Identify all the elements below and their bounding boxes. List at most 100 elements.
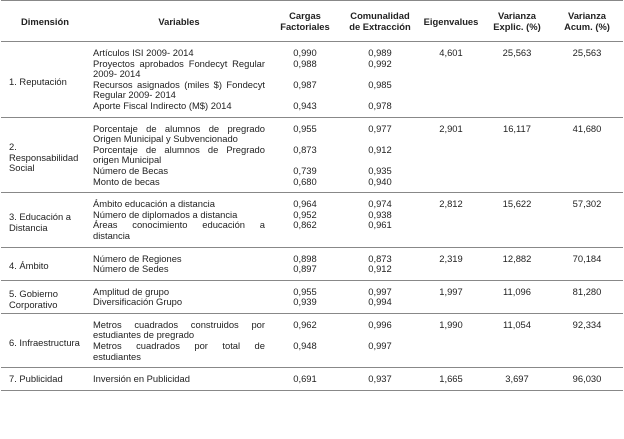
variable: Número de Becas	[93, 164, 169, 176]
cumulative: 57,302	[572, 198, 602, 210]
communality: 0,992	[368, 57, 392, 69]
communality: 0,997	[368, 340, 392, 352]
communality: 0,994	[368, 296, 392, 308]
variable: Porcentaje de alumnos de Pregrado origen…	[93, 143, 265, 166]
variable-row: Número de Becas 0,739 0,935	[1, 164, 623, 177]
variable-row: Monto de becas 0,680 0,940	[1, 175, 623, 193]
loading: 0,739	[293, 164, 317, 176]
eigenvalue: 2,812	[439, 198, 463, 210]
column-header: Variables	[89, 0, 269, 42]
dimension: 7. Publicidad	[9, 373, 63, 385]
communality: 0,935	[368, 164, 392, 176]
eigenvalue: 2,319	[439, 252, 463, 264]
communality: 0,940	[368, 175, 392, 187]
communality: 0,977	[368, 122, 392, 134]
variable-row: 3. Educación a Distancia Ámbito educación…	[1, 193, 623, 232]
dimension: 2. Responsabilidad Social	[9, 140, 79, 174]
loading: 0,988	[293, 57, 317, 69]
dimension: 6. Infraestructura	[9, 337, 80, 349]
dimension-group: 2. Responsabilidad Social Porcentaje de a…	[1, 117, 623, 193]
communality: 0,974	[368, 198, 392, 210]
variance: 3,697	[505, 373, 529, 385]
variable-row: Número de diplomados a distancia 0,952 0,9…	[1, 208, 623, 221]
variable: Número de Sedes	[93, 263, 169, 275]
communality: 0,978	[368, 99, 392, 111]
variable-row: 6. Infraestructura Metros cuadrados const…	[1, 313, 623, 348]
loading: 0,939	[293, 296, 317, 308]
variable: Proyectos aprobados Fondecyt Regular 200…	[93, 57, 265, 80]
variable: Diversificación Grupo	[93, 296, 183, 308]
dimension-group: 1. Reputación Artículos ISI 2009- 2014 0,9…	[1, 42, 623, 118]
dimension: 5. Gobierno Corporativo	[9, 288, 58, 310]
variable-row: Proyectos aprobados Fondecyt Regular 200…	[1, 57, 623, 80]
dimension: 3. Educación a Distancia	[9, 211, 72, 233]
dimension-group: 4. Ámbito Número de Regiones 0,898 0,873 2,3…	[1, 247, 623, 281]
cumulative: 25,563	[572, 47, 602, 58]
dimension: 1. Reputación	[9, 75, 67, 87]
loading: 0,955	[293, 285, 317, 297]
variable-row: 4. Ámbito Número de Regiones 0,898 0,873 2,3…	[1, 247, 623, 271]
loading: 0,897	[293, 263, 317, 275]
eigenvalue: 2,901	[439, 122, 463, 134]
variable-row: Recursos asignados (miles $) Fondecyt Re…	[1, 78, 623, 101]
variable: Inversión en Publicidad	[93, 373, 190, 385]
variable-row: Aporte Fiscal Indirecto (M$) 2014 0,943 0,…	[1, 99, 623, 117]
dimension-group: 6. Infraestructura Metros cuadrados const…	[1, 313, 623, 368]
variable-row: Áreas conocimiento educación a distancia…	[1, 220, 623, 247]
variable-row: Número de Sedes 0,897 0,912	[1, 263, 623, 280]
variable: Áreas conocimiento educación a distancia	[93, 219, 265, 241]
loading: 0,987	[293, 78, 317, 90]
communality: 0,997	[368, 285, 392, 297]
loading: 0,964	[293, 198, 317, 210]
loading: 0,680	[293, 175, 317, 187]
variable-row: Porcentaje de alumnos de Pregrado origen…	[1, 143, 623, 166]
column-header: Varianza Explic. (%)	[483, 0, 551, 42]
column-header: Cargas Factoriales	[269, 0, 341, 42]
communality: 0,912	[368, 143, 392, 155]
dimension-group: 3. Educación a Distancia Ámbito educación…	[1, 193, 623, 247]
variable: Monto de becas	[93, 175, 160, 187]
eigenvalue: 1,665	[439, 373, 463, 385]
loading: 0,955	[293, 122, 317, 134]
column-header: Varianza Acum. (%)	[551, 0, 623, 42]
column-header: Dimensión	[1, 0, 89, 42]
variable: Artículos ISI 2009- 2014	[93, 47, 194, 58]
variance: 11,096	[503, 285, 531, 297]
variable: Recursos asignados (miles $) Fondecyt Re…	[93, 78, 265, 101]
dimension-group: 5. Gobierno Corporativo Amplitud de grupo…	[1, 280, 623, 314]
communality: 0,985	[368, 78, 392, 90]
loading: 0,691	[293, 373, 317, 385]
variance: 16,117	[503, 122, 531, 134]
variable: Amplitud de grupo	[93, 285, 170, 297]
variance: 12,882	[502, 252, 532, 264]
loading: 0,898	[293, 252, 317, 264]
cumulative: 81,280	[572, 285, 602, 297]
variable: Número de diplomados a distancia	[93, 208, 238, 220]
loading: 0,943	[293, 99, 317, 111]
eigenvalue: 1,997	[439, 285, 463, 297]
variable: Ámbito educación a distancia	[93, 198, 215, 210]
variance: 25,563	[502, 47, 532, 58]
variable: Metros cuadrados por total de estudiante…	[93, 340, 265, 362]
communality: 0,937	[368, 373, 392, 385]
communality: 0,996	[368, 318, 392, 330]
communality: 0,989	[368, 47, 392, 58]
loading: 0,990	[293, 47, 317, 58]
eigenvalue: 4,601	[439, 47, 463, 58]
column-header: Comunalidad de Extracción	[341, 0, 419, 42]
dimension: 4. Ámbito	[9, 260, 49, 272]
loading: 0,862	[293, 219, 317, 231]
column-header: Eigenvalues	[419, 0, 483, 42]
variable: Número de Regiones	[93, 252, 182, 264]
communality: 0,873	[368, 252, 392, 264]
header-row: Dimensión Variables Cargas Factoriales Comu…	[1, 0, 623, 42]
loading: 0,952	[293, 208, 317, 220]
communality: 0,961	[368, 219, 392, 231]
variable: Metros cuadrados construidos por estudia…	[93, 318, 265, 341]
variable-row: Metros cuadrados por total de estudiante…	[1, 340, 623, 368]
factor-table: Dimensión Variables Cargas Factoriales Comu…	[1, 0, 623, 391]
variable: Porcentaje de alumnos de pregrado Origen…	[93, 122, 265, 145]
cumulative: 96,030	[572, 373, 602, 385]
cumulative: 41,680	[572, 122, 602, 134]
variance: 11,054	[503, 318, 531, 330]
